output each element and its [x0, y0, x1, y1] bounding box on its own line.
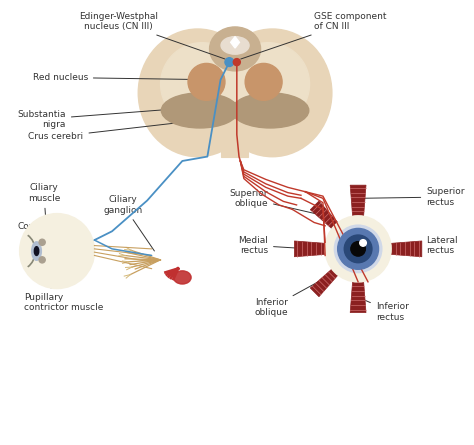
Circle shape	[225, 58, 234, 66]
Polygon shape	[310, 201, 338, 229]
Polygon shape	[231, 36, 239, 48]
Circle shape	[233, 59, 240, 65]
Circle shape	[20, 214, 94, 288]
Ellipse shape	[32, 242, 41, 260]
Text: Inferior
rectus: Inferior rectus	[361, 298, 409, 322]
Text: Inferior
oblique: Inferior oblique	[254, 280, 321, 317]
Polygon shape	[391, 241, 422, 257]
Text: Edinger-Westphal
nucleus (CN III): Edinger-Westphal nucleus (CN III)	[79, 12, 225, 59]
Ellipse shape	[232, 93, 309, 128]
Ellipse shape	[138, 29, 257, 157]
Text: Ciliary
muscle: Ciliary muscle	[27, 183, 60, 218]
Text: Ciliary
ganglion: Ciliary ganglion	[103, 195, 155, 251]
Ellipse shape	[173, 271, 191, 284]
Circle shape	[39, 257, 45, 263]
Polygon shape	[294, 241, 325, 257]
Text: Lateral
rectus: Lateral rectus	[409, 236, 458, 255]
Text: Pupillary
contrictor muscle: Pupillary contrictor muscle	[24, 275, 103, 312]
Circle shape	[360, 240, 366, 246]
Circle shape	[337, 228, 379, 269]
Ellipse shape	[213, 29, 332, 157]
Ellipse shape	[161, 93, 238, 128]
Text: Substantia
nigra: Substantia nigra	[18, 107, 199, 129]
Ellipse shape	[210, 27, 261, 71]
Ellipse shape	[161, 43, 244, 125]
Circle shape	[344, 235, 372, 263]
Circle shape	[39, 239, 45, 245]
Polygon shape	[310, 269, 338, 297]
Text: Medial
rectus: Medial rectus	[238, 236, 307, 255]
Ellipse shape	[221, 36, 249, 54]
Text: GSE component
of CN III: GSE component of CN III	[241, 12, 387, 59]
Polygon shape	[350, 282, 366, 312]
Text: Crus cerebri: Crus cerebri	[28, 120, 206, 142]
Circle shape	[351, 242, 365, 256]
Ellipse shape	[227, 43, 310, 125]
Circle shape	[188, 64, 225, 100]
Circle shape	[334, 225, 382, 273]
Ellipse shape	[34, 247, 39, 255]
Text: Superior
rectus: Superior rectus	[361, 187, 465, 207]
Text: Cornea: Cornea	[18, 222, 50, 248]
Circle shape	[325, 216, 391, 282]
Circle shape	[245, 64, 282, 100]
Polygon shape	[221, 66, 248, 157]
Text: Superior
oblique: Superior oblique	[229, 189, 317, 214]
Polygon shape	[350, 185, 366, 216]
Text: Red nucleus: Red nucleus	[33, 73, 206, 82]
